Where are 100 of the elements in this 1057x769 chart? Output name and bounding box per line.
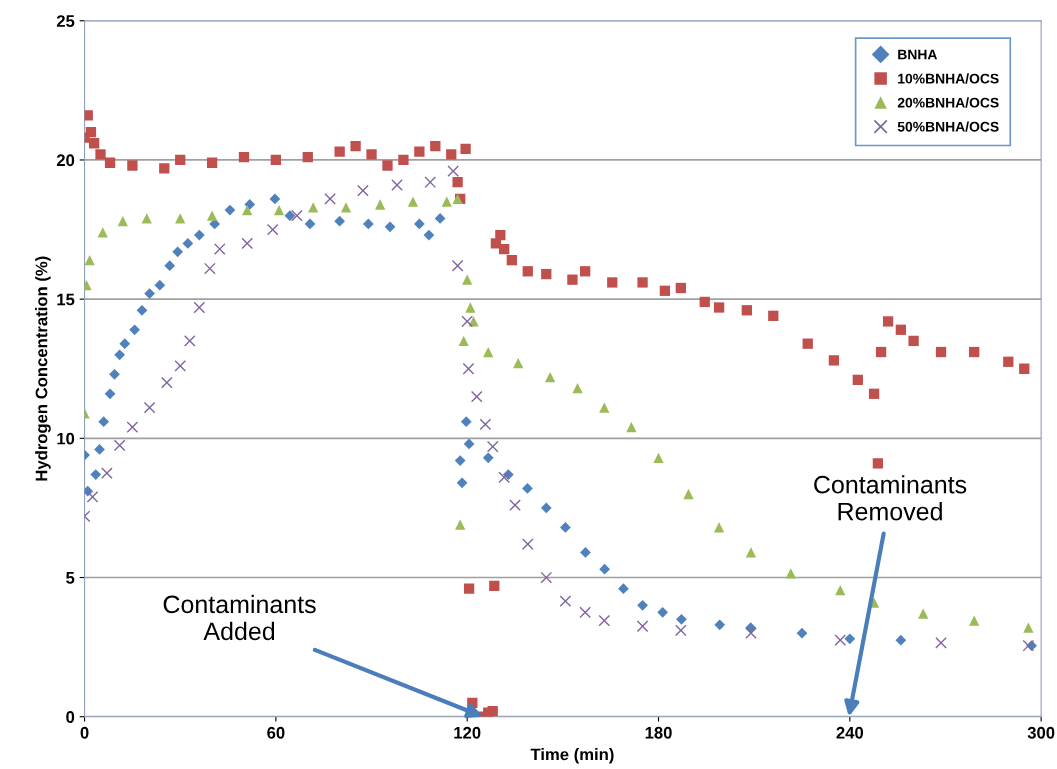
point <box>441 196 452 207</box>
point <box>391 179 403 191</box>
point <box>499 243 510 255</box>
point <box>675 282 686 294</box>
point <box>580 266 591 277</box>
point <box>269 193 281 205</box>
point <box>714 619 726 631</box>
point <box>828 355 840 366</box>
point <box>270 154 282 166</box>
point <box>683 488 694 500</box>
point <box>159 163 170 174</box>
y-axis-title: Hydrogen Concentration (%) <box>35 256 51 481</box>
point <box>657 606 669 618</box>
point <box>522 483 533 494</box>
point <box>334 215 346 227</box>
x-tick-label: 180 <box>645 726 672 739</box>
point <box>456 477 468 489</box>
point <box>129 324 140 336</box>
point <box>483 346 494 358</box>
point <box>598 614 611 627</box>
point <box>468 316 479 327</box>
point <box>452 177 463 188</box>
x-tick-label: 0 <box>80 726 89 739</box>
point <box>84 110 93 121</box>
point <box>676 613 687 625</box>
point <box>101 467 113 479</box>
point <box>482 452 494 464</box>
point <box>174 360 187 372</box>
point <box>304 218 316 230</box>
point <box>463 438 475 450</box>
point <box>398 154 409 166</box>
point <box>580 547 591 558</box>
point <box>458 335 469 347</box>
point <box>109 368 120 380</box>
point <box>895 634 907 646</box>
point <box>175 213 186 224</box>
point <box>384 221 396 233</box>
point <box>567 274 578 285</box>
point <box>430 140 441 152</box>
point <box>291 209 303 222</box>
point <box>579 606 592 619</box>
y-tick-label: 5 <box>66 572 75 584</box>
point <box>88 138 100 149</box>
point <box>284 210 296 222</box>
point <box>768 310 779 321</box>
annotation: Contaminants Removed <box>814 475 967 521</box>
point <box>835 584 846 596</box>
point <box>935 637 947 649</box>
point <box>119 338 131 350</box>
point <box>1019 363 1030 374</box>
point <box>86 490 99 503</box>
point <box>160 376 173 389</box>
point <box>461 315 474 328</box>
point <box>407 196 419 207</box>
point <box>653 452 664 463</box>
point <box>802 338 813 349</box>
point <box>875 346 887 358</box>
y-tick-label: 0 <box>66 711 75 723</box>
point <box>423 229 435 241</box>
point <box>224 204 236 216</box>
point <box>659 285 671 296</box>
point <box>465 302 476 313</box>
point <box>796 627 808 639</box>
point <box>84 255 95 266</box>
point <box>95 149 106 160</box>
point <box>117 216 128 227</box>
point <box>745 547 757 558</box>
point <box>637 599 648 611</box>
legend-label: 50%BNHA/OCS <box>897 121 999 132</box>
point <box>175 154 186 166</box>
point <box>463 583 475 594</box>
point <box>544 371 556 383</box>
point <box>241 237 254 250</box>
point <box>454 455 466 466</box>
point <box>462 362 475 375</box>
point <box>868 388 880 399</box>
legend-label: 20%BNHA/OCS <box>897 97 999 108</box>
point <box>495 229 506 241</box>
point <box>522 266 533 277</box>
point <box>382 160 393 171</box>
point <box>273 204 285 216</box>
x-tick-label: 60 <box>267 726 285 739</box>
point <box>674 624 687 637</box>
y-tick-label: 25 <box>56 15 75 27</box>
x-tick-label: 120 <box>454 726 481 739</box>
point <box>540 502 552 514</box>
point <box>969 615 980 626</box>
point <box>599 402 610 413</box>
point <box>895 324 906 335</box>
point <box>182 238 194 249</box>
point <box>340 202 352 213</box>
point <box>113 439 126 452</box>
point <box>540 571 553 584</box>
point <box>844 633 856 645</box>
point <box>193 229 205 241</box>
point <box>141 213 152 224</box>
point <box>206 210 218 221</box>
legend-label: 10%BNHA/OCS <box>898 73 999 84</box>
point <box>872 458 884 469</box>
point <box>434 213 446 224</box>
